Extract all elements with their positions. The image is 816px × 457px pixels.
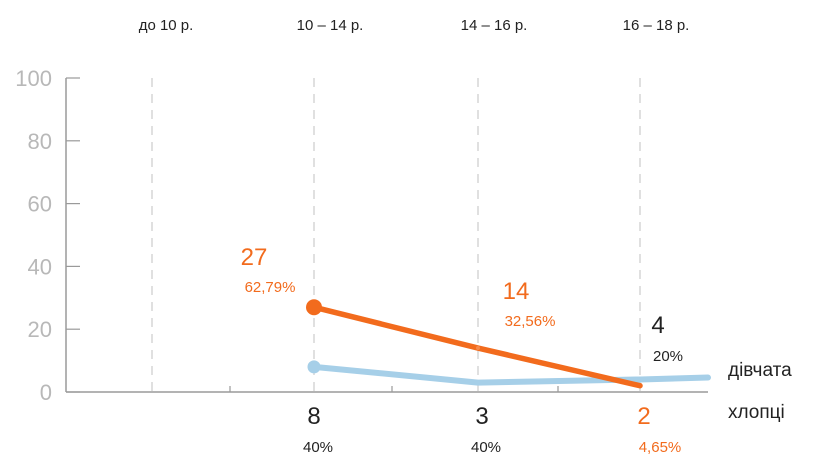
age-group-label: 14 – 16 р. <box>461 17 528 34</box>
series-point-girls <box>476 346 480 351</box>
data-label-pct-boys: 40% <box>471 439 501 456</box>
age-group-label: 16 – 18 р. <box>623 17 690 34</box>
y-tick-label: 40 <box>28 254 52 279</box>
legend-label-girls: дівчата <box>728 360 792 381</box>
data-label-pct-girls: 4,65% <box>639 439 682 456</box>
legend-label-boys: хлопці <box>728 402 785 423</box>
data-label-count-girls: 2 <box>637 403 650 430</box>
y-tick-label: 60 <box>28 192 52 217</box>
data-label-count-boys: 3 <box>475 403 488 430</box>
data-label-count-girls: 14 <box>503 278 530 305</box>
series-point-girls <box>306 299 322 316</box>
data-label-pct-boys: 20% <box>653 348 683 365</box>
series-line-boys <box>311 363 711 386</box>
data-label-pct-girls: 32,56% <box>505 313 556 330</box>
age-group-label: 10 – 14 р. <box>297 17 364 34</box>
y-tick-label: 100 <box>15 66 52 91</box>
y-tick-label: 20 <box>28 317 52 342</box>
data-label-count-girls: 27 <box>241 244 268 271</box>
age-group-label: до 10 р. <box>139 17 194 34</box>
series-point-boys <box>307 360 321 374</box>
y-tick-label: 0 <box>40 380 52 405</box>
y-tick-label: 80 <box>28 129 52 154</box>
data-label-count-boys: 8 <box>307 403 320 430</box>
data-label-pct-girls: 62,79% <box>245 279 296 296</box>
data-label-pct-boys: 40% <box>303 439 333 456</box>
data-label-count-boys: 4 <box>651 312 664 339</box>
